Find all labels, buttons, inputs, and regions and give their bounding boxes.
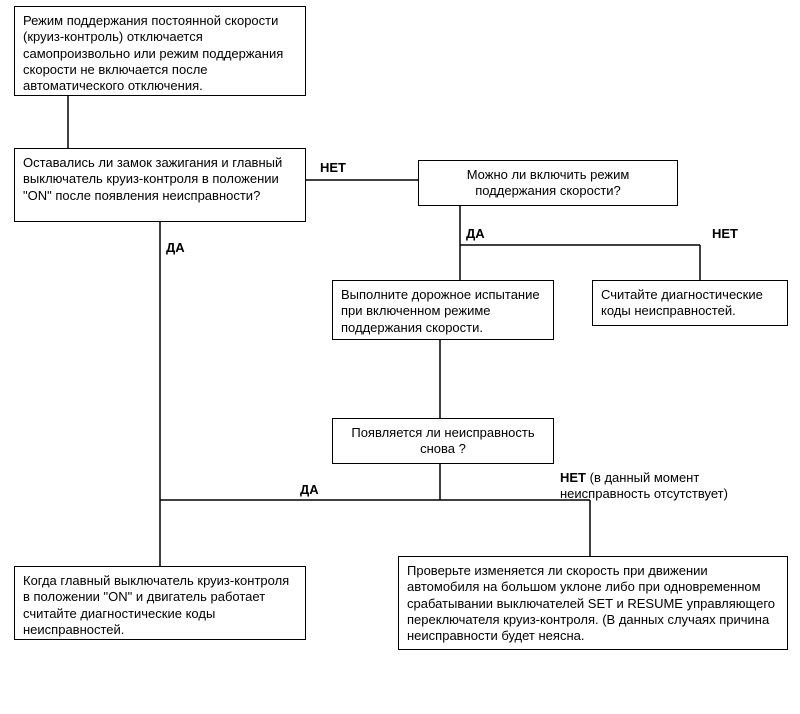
node-can-enable-question: Можно ли включить режим поддержания скор…: [418, 160, 678, 206]
label-n6-yes: ДА: [300, 482, 319, 497]
node-check-speed-change: Проверьте изменяется ли скорость при дви…: [398, 556, 788, 650]
label-n6-no-sub: (в данный момент неисправность отсутству…: [560, 470, 728, 501]
flowchart-canvas: Режим поддержания постоянной скорости (к…: [0, 0, 800, 714]
label-n3-no: НЕТ: [712, 226, 738, 241]
label-n2-no: НЕТ: [320, 160, 346, 175]
node-fault-again-question: Появляется ли неисправность снова ?: [332, 418, 554, 464]
node-read-codes-2: Когда главный выключатель круиз-контроля…: [14, 566, 306, 640]
node-road-test: Выполните дорожное испытание при включен…: [332, 280, 554, 340]
label-n6-no-main: НЕТ: [560, 470, 586, 485]
node-start: Режим поддержания постоянной скорости (к…: [14, 6, 306, 96]
node-ignition-on-question: Оставались ли замок зажигания и главный …: [14, 148, 306, 222]
label-n3-yes: ДА: [466, 226, 485, 241]
label-n2-yes: ДА: [166, 240, 185, 255]
node-read-codes-1: Считайте диагностические коды неисправно…: [592, 280, 788, 326]
label-n6-no: НЕТ (в данный момент неисправность отсут…: [560, 470, 780, 501]
